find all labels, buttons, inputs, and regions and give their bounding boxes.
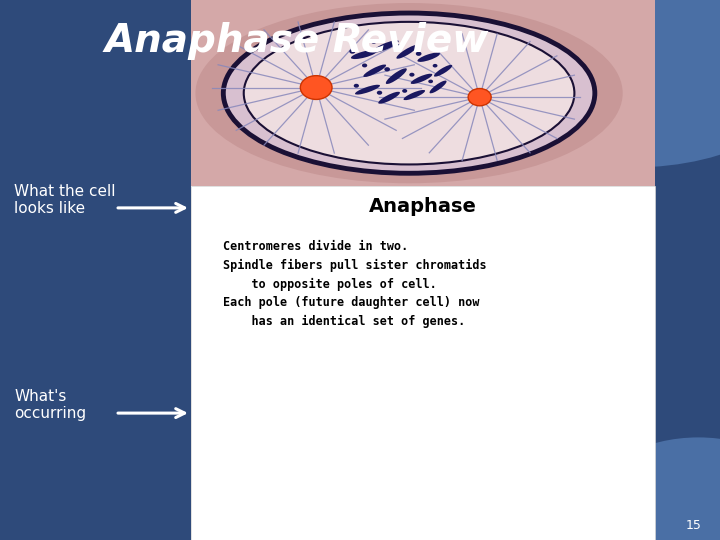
- Ellipse shape: [355, 85, 380, 94]
- Text: Centromeres divide in two.
Spindle fibers pull sister chromatids
    to opposite: Centromeres divide in two. Spindle fiber…: [223, 240, 487, 328]
- Text: What's
occurring: What's occurring: [14, 389, 86, 421]
- Circle shape: [402, 89, 408, 93]
- Text: Anaphase Review: Anaphase Review: [104, 22, 489, 59]
- Circle shape: [384, 67, 390, 71]
- FancyBboxPatch shape: [191, 0, 655, 186]
- Circle shape: [377, 91, 382, 94]
- Ellipse shape: [397, 45, 418, 59]
- Ellipse shape: [434, 65, 452, 77]
- Ellipse shape: [418, 52, 440, 62]
- Circle shape: [362, 64, 367, 68]
- Ellipse shape: [598, 437, 720, 540]
- Text: Anaphase: Anaphase: [369, 197, 477, 216]
- Circle shape: [371, 39, 377, 44]
- Circle shape: [468, 89, 491, 106]
- Ellipse shape: [364, 64, 386, 77]
- Ellipse shape: [454, 0, 720, 167]
- Ellipse shape: [386, 68, 407, 84]
- Ellipse shape: [403, 90, 425, 100]
- FancyBboxPatch shape: [191, 186, 655, 540]
- Ellipse shape: [351, 50, 377, 59]
- Circle shape: [409, 73, 415, 77]
- Ellipse shape: [410, 74, 432, 84]
- Circle shape: [354, 84, 359, 87]
- Ellipse shape: [430, 80, 446, 93]
- Text: 15: 15: [686, 519, 702, 532]
- Circle shape: [416, 52, 421, 56]
- Ellipse shape: [195, 3, 623, 183]
- Circle shape: [395, 44, 400, 48]
- FancyBboxPatch shape: [191, 0, 655, 540]
- Ellipse shape: [223, 13, 595, 173]
- Circle shape: [428, 79, 433, 83]
- Circle shape: [349, 49, 356, 53]
- Circle shape: [300, 76, 332, 99]
- Circle shape: [433, 64, 438, 68]
- Ellipse shape: [378, 92, 400, 104]
- Ellipse shape: [372, 40, 399, 53]
- Text: What the cell
looks like: What the cell looks like: [14, 184, 116, 216]
- Ellipse shape: [244, 22, 575, 165]
